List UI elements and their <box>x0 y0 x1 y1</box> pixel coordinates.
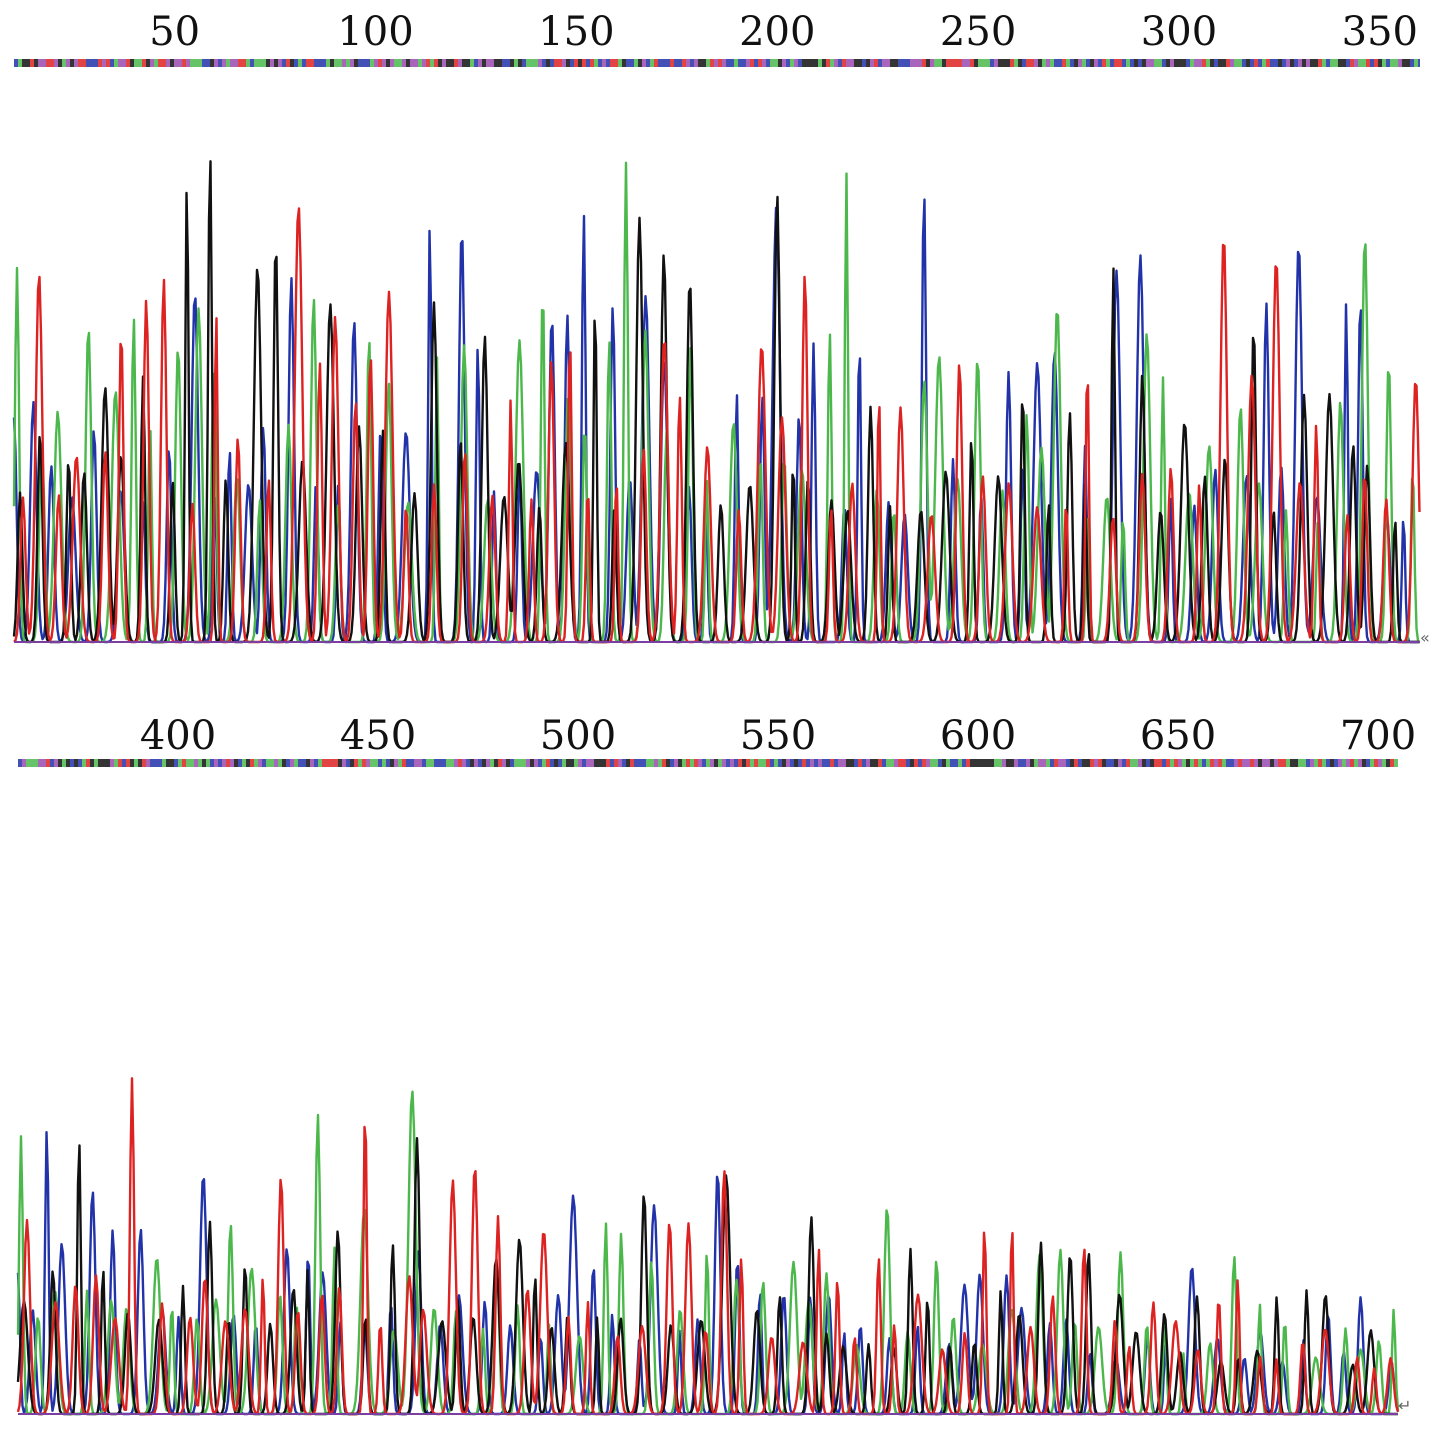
tick-label: 300 <box>1140 9 1218 55</box>
tick-label: 50 <box>149 9 201 55</box>
tick-label: 500 <box>539 713 617 759</box>
trace-plot <box>16 1077 1400 1416</box>
tick-label: 150 <box>538 9 615 55</box>
return-marker-icon: ↵ <box>1398 1396 1412 1415</box>
chromatogram-panel-2: 400 450 500 550 600 650 700 ↵ <box>0 700 1441 1429</box>
tick-label: 700 <box>1339 713 1417 759</box>
chromatogram-panel-1: 50 100 150 200 250 300 350 « <box>0 0 1441 660</box>
base-call-band <box>18 758 1398 768</box>
tick-label: 550 <box>739 713 817 759</box>
base-call-band <box>14 58 1420 68</box>
tick-label: 200 <box>739 9 816 55</box>
base-call-strip <box>14 59 1420 67</box>
tick-label: 450 <box>339 713 417 759</box>
tick-label: 400 <box>139 713 217 759</box>
trace-series-2 <box>12 160 1420 644</box>
tick-label: 600 <box>939 713 1017 759</box>
base-call-strip <box>18 759 1398 767</box>
end-marker-icon: « <box>1420 628 1430 647</box>
tick-label: 100 <box>337 9 414 55</box>
tick-label: 350 <box>1341 9 1419 55</box>
tick-label: 250 <box>939 9 1017 55</box>
trace-series-3 <box>16 1077 1400 1416</box>
tick-label: 650 <box>1139 713 1217 759</box>
trace-plot <box>12 160 1421 644</box>
